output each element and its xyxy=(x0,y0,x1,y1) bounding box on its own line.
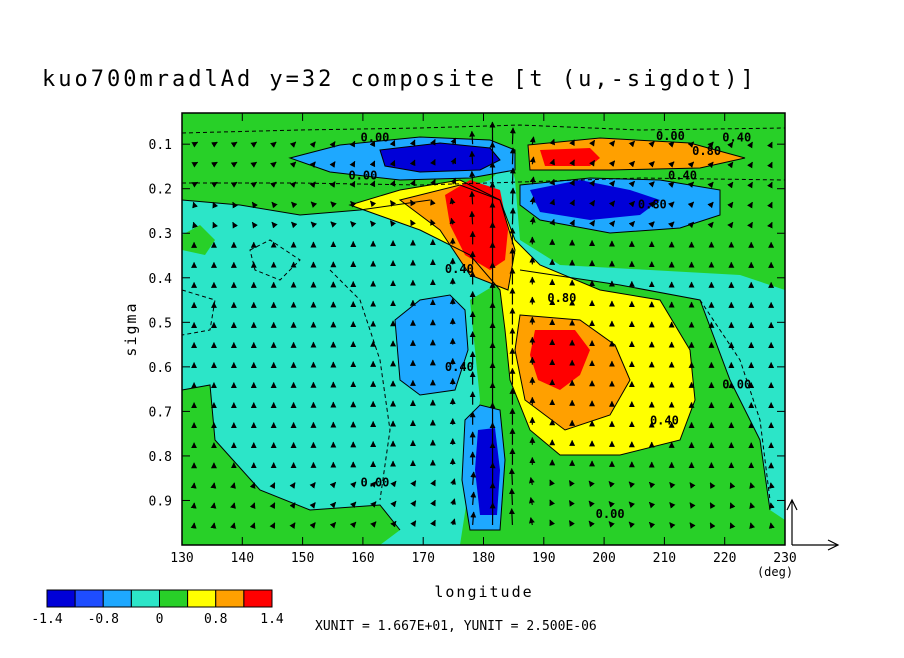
colorbar xyxy=(47,590,272,607)
vector-arrow xyxy=(512,148,513,164)
vector-arrow xyxy=(472,151,473,164)
colorbar-swatch xyxy=(244,590,272,607)
y-tick-label: 0.2 xyxy=(149,183,172,198)
colorbar-swatch xyxy=(47,590,75,607)
contour-fill-blue xyxy=(475,428,500,515)
vector-arrow xyxy=(771,222,772,224)
vector-arrow xyxy=(472,211,473,224)
vector-arrow xyxy=(730,503,731,505)
vector-arrow xyxy=(234,503,235,505)
vector-arrow xyxy=(771,202,772,204)
x-tick-label: 150 xyxy=(291,551,314,566)
colorbar-swatch xyxy=(216,590,244,607)
contour-label: 0.00 xyxy=(596,507,625,521)
vector-arrow xyxy=(213,222,214,224)
contour-label: 0.40 xyxy=(668,168,697,182)
vector-arrow xyxy=(512,489,513,505)
vector-arrow xyxy=(751,503,752,505)
vector-arrow xyxy=(512,208,513,224)
x-tick-label: 180 xyxy=(472,551,495,566)
vector-arrow xyxy=(193,222,194,224)
vector-arrow xyxy=(751,483,752,485)
x-tick-label: 200 xyxy=(592,551,615,566)
contour-label: 0.80 xyxy=(547,291,576,305)
x-tick-label: 160 xyxy=(351,551,374,566)
vector-arrow xyxy=(730,483,731,485)
contour-label: 0.00 xyxy=(348,168,377,182)
x-tick-label: 210 xyxy=(653,551,676,566)
vector-arrow xyxy=(234,483,235,485)
vector-arrow xyxy=(193,202,194,204)
x-tick-label: 190 xyxy=(532,551,555,566)
colorbar-swatch xyxy=(188,590,216,607)
y-axis-label: sigma xyxy=(122,301,140,356)
contour-label: 0.00 xyxy=(656,129,685,143)
reference-vector xyxy=(787,500,838,550)
colorbar-labels: -1.4 -0.8 0 0.8 1.4 xyxy=(31,612,284,627)
vector-arrow xyxy=(512,188,513,204)
vector-arrow xyxy=(512,168,513,184)
colorbar-label: 0 xyxy=(156,612,164,627)
colorbar-swatch xyxy=(131,590,159,607)
vector-arrow xyxy=(472,131,473,144)
x-tick-label: 140 xyxy=(231,551,254,566)
x-axis-unit: (deg) xyxy=(757,565,793,579)
x-tick-label: 220 xyxy=(713,551,736,566)
vector-arrow xyxy=(512,128,513,144)
contour-label: 0.00 xyxy=(361,476,390,490)
contour-label: 0.80 xyxy=(638,197,667,211)
vector-arrow xyxy=(512,469,513,485)
contour-label: 0.40 xyxy=(445,262,474,276)
colorbar-swatch xyxy=(75,590,103,607)
contour-label: 0.80 xyxy=(692,144,721,158)
y-tick-label: 0.8 xyxy=(149,450,172,465)
contour-label: 0.40 xyxy=(722,130,751,144)
vector-arrow xyxy=(771,162,772,164)
contour-label: 0.40 xyxy=(650,413,679,427)
colorbar-swatch xyxy=(160,590,188,607)
contour-label: 0.00 xyxy=(722,378,751,392)
contour-label: 0.40 xyxy=(445,360,474,374)
vector-arrow xyxy=(254,483,255,485)
y-tick-label: 0.9 xyxy=(149,494,172,509)
vector-arrow xyxy=(472,171,473,184)
vector-arrow xyxy=(730,523,731,525)
y-tick-label: 0.3 xyxy=(149,227,172,242)
x-tick-label: 170 xyxy=(411,551,434,566)
vector-arrow xyxy=(771,142,772,144)
colorbar-label: 0.8 xyxy=(204,612,227,627)
chart-title: kuo700mradlAd y=32 composite [t (u,-sigd… xyxy=(42,67,757,92)
vector-arrow xyxy=(771,182,772,184)
y-tick-label: 0.4 xyxy=(149,272,173,287)
colorbar-label: 1.4 xyxy=(260,612,284,627)
colorbar-label: -1.4 xyxy=(31,612,62,627)
y-tick-label: 0.6 xyxy=(149,361,172,376)
scale-note: XUNIT = 1.667E+01, YUNIT = 2.500E-06 xyxy=(315,619,597,634)
vector-arrow xyxy=(254,503,255,505)
colorbar-swatch xyxy=(103,590,131,607)
y-tick-label: 0.1 xyxy=(149,138,172,153)
contour-label: 0.00 xyxy=(361,130,390,144)
vector-arrow xyxy=(254,523,255,525)
y-tick-label: 0.7 xyxy=(149,405,172,420)
colorbar-label: -0.8 xyxy=(88,612,119,627)
x-tick-label: 130 xyxy=(170,551,193,566)
vector-arrow xyxy=(234,523,235,525)
vector-arrow xyxy=(472,191,473,204)
y-tick-label: 0.5 xyxy=(149,316,172,331)
x-tick-label: 230 xyxy=(773,551,796,566)
contour-fill-red xyxy=(540,148,600,166)
x-axis-label: longitude xyxy=(434,583,533,601)
vector-arrow xyxy=(751,523,752,525)
vector-arrow xyxy=(512,509,513,525)
vector-arrow xyxy=(213,202,214,204)
